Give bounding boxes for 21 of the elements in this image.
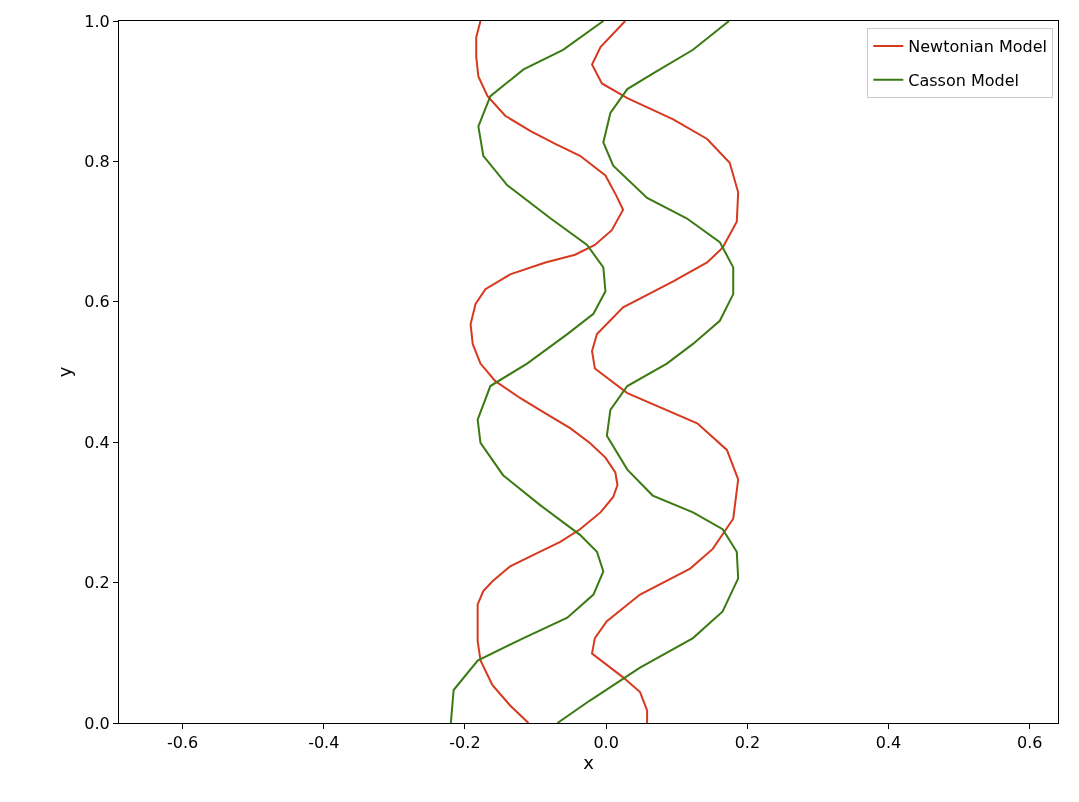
- x-tick-label: -0.4: [308, 733, 340, 753]
- y-axis-title: y: [53, 366, 75, 378]
- x-tick-label: -0.2: [449, 733, 481, 753]
- line-series: [591, 21, 740, 723]
- x-tick-label: 0.0: [593, 733, 619, 753]
- line-series: [556, 21, 740, 723]
- y-tick-label: 0.8: [84, 152, 110, 171]
- line-series: [449, 21, 607, 723]
- legend-label: Casson Model: [908, 70, 1020, 90]
- y-tick-label: 0.0: [84, 713, 110, 733]
- y-tick-label: 0.4: [84, 432, 110, 452]
- line-series: [469, 21, 625, 723]
- legend-label: Newtonian Model: [908, 37, 1047, 57]
- x-tick-label: -0.6: [166, 733, 199, 753]
- x-axis-title: x: [583, 752, 595, 774]
- x-tick-label: 0.2: [734, 733, 761, 753]
- y-tick-label: 0.6: [84, 292, 110, 312]
- y-tick-label: 0.2: [84, 573, 110, 593]
- x-tick-label: 0.6: [1017, 733, 1043, 753]
- y-tick-label: 1.0: [84, 11, 110, 31]
- x-tick-label: 0.4: [875, 733, 902, 753]
